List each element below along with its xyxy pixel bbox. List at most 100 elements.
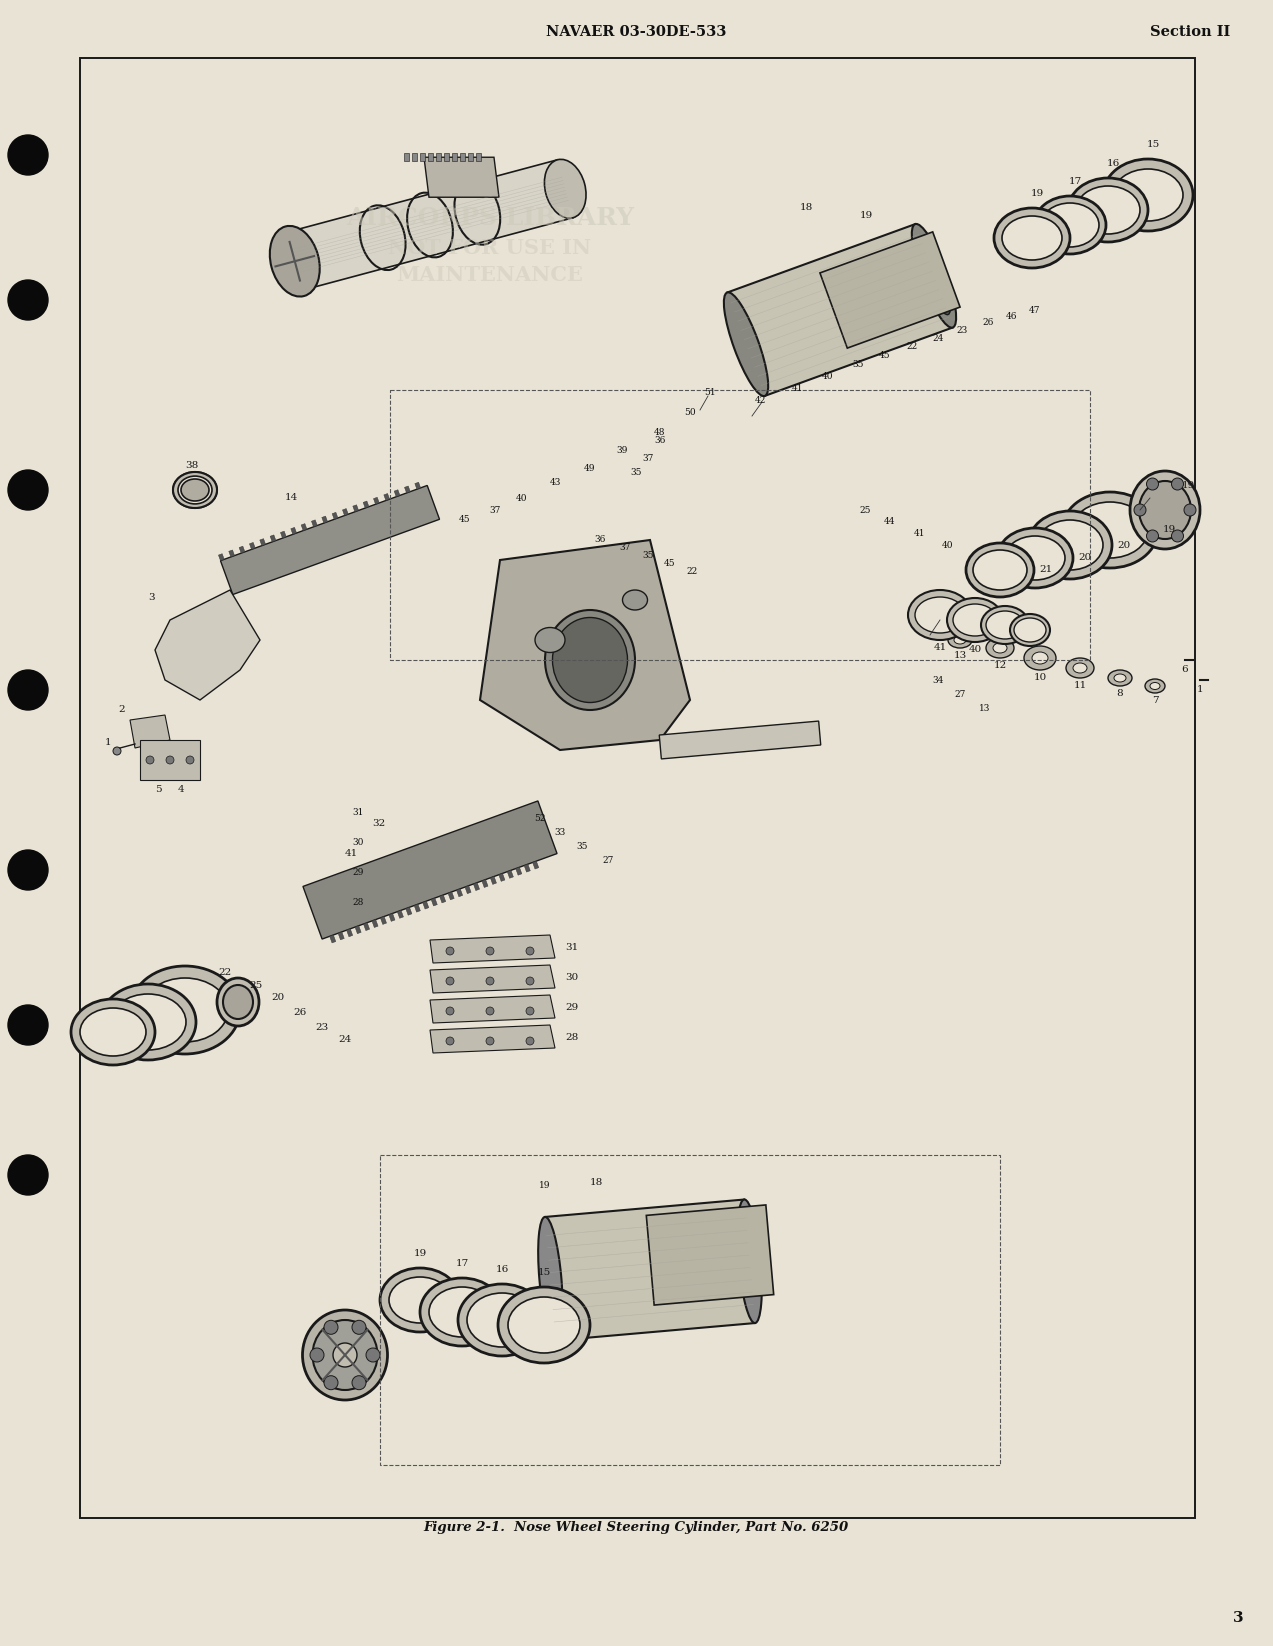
Text: 4: 4 [178, 785, 185, 793]
Text: 45: 45 [460, 515, 471, 525]
Polygon shape [332, 512, 337, 520]
Text: 13: 13 [979, 703, 990, 713]
Polygon shape [303, 802, 558, 940]
Polygon shape [353, 505, 359, 512]
Polygon shape [545, 1200, 755, 1340]
Ellipse shape [953, 635, 966, 644]
Polygon shape [342, 509, 349, 515]
Text: 10: 10 [1034, 673, 1046, 681]
Polygon shape [395, 491, 400, 497]
Polygon shape [280, 532, 286, 538]
Ellipse shape [1041, 202, 1099, 247]
Text: 7: 7 [1152, 696, 1158, 704]
Ellipse shape [1002, 216, 1062, 260]
Text: 27: 27 [955, 690, 966, 698]
Text: 26: 26 [983, 318, 994, 326]
Circle shape [526, 946, 533, 955]
Circle shape [446, 978, 454, 984]
Circle shape [8, 135, 48, 174]
Circle shape [446, 1037, 454, 1045]
Text: 28: 28 [353, 897, 364, 907]
Text: 15: 15 [537, 1267, 551, 1277]
Text: 1: 1 [1197, 685, 1203, 695]
Ellipse shape [109, 994, 186, 1050]
Text: 34: 34 [932, 675, 943, 685]
Text: 30: 30 [353, 838, 364, 846]
Ellipse shape [994, 207, 1071, 268]
Ellipse shape [915, 597, 965, 634]
Text: 19: 19 [540, 1180, 551, 1190]
Ellipse shape [178, 476, 213, 504]
Polygon shape [330, 935, 336, 943]
Circle shape [334, 1343, 356, 1366]
Ellipse shape [538, 1216, 563, 1340]
Polygon shape [448, 892, 454, 900]
Polygon shape [524, 864, 531, 872]
Polygon shape [219, 553, 224, 561]
Text: 41: 41 [933, 644, 947, 652]
Ellipse shape [724, 293, 768, 397]
Ellipse shape [545, 611, 635, 709]
Polygon shape [465, 886, 471, 894]
Polygon shape [430, 935, 555, 963]
Circle shape [526, 1037, 533, 1045]
Ellipse shape [997, 528, 1073, 588]
Ellipse shape [143, 978, 228, 1042]
Polygon shape [339, 932, 344, 940]
Polygon shape [220, 486, 439, 594]
Text: 20: 20 [271, 993, 285, 1002]
Text: 35: 35 [577, 841, 588, 851]
Text: 22: 22 [906, 341, 918, 351]
Polygon shape [468, 153, 474, 161]
Text: 46: 46 [1006, 311, 1017, 321]
Circle shape [446, 1007, 454, 1016]
Text: 16: 16 [495, 1266, 509, 1274]
Text: 41: 41 [792, 384, 803, 392]
Text: 35: 35 [630, 467, 642, 476]
Ellipse shape [918, 237, 951, 314]
Ellipse shape [270, 226, 320, 296]
Ellipse shape [1009, 614, 1050, 645]
Circle shape [165, 756, 174, 764]
Polygon shape [480, 540, 690, 751]
Polygon shape [260, 538, 266, 546]
Ellipse shape [467, 1294, 537, 1346]
Text: Section II: Section II [1150, 25, 1230, 40]
Ellipse shape [1015, 617, 1046, 642]
Ellipse shape [312, 1320, 378, 1389]
Circle shape [486, 1007, 494, 1016]
Ellipse shape [1150, 683, 1160, 690]
Polygon shape [405, 486, 410, 494]
Polygon shape [412, 153, 418, 161]
Text: 18: 18 [799, 202, 813, 212]
Text: 51: 51 [704, 387, 715, 397]
Ellipse shape [130, 966, 241, 1053]
Text: 22: 22 [219, 968, 232, 978]
Ellipse shape [981, 606, 1029, 644]
Ellipse shape [1034, 196, 1106, 253]
Circle shape [1134, 504, 1146, 515]
Text: 37: 37 [619, 543, 630, 553]
Polygon shape [647, 1205, 774, 1305]
Polygon shape [659, 721, 821, 759]
Ellipse shape [458, 1284, 546, 1356]
Circle shape [325, 1376, 339, 1389]
Ellipse shape [216, 978, 258, 1025]
Circle shape [186, 756, 193, 764]
Polygon shape [155, 589, 260, 700]
Polygon shape [290, 527, 297, 535]
Text: 36: 36 [594, 535, 606, 545]
Polygon shape [130, 714, 171, 747]
Polygon shape [532, 861, 538, 869]
Polygon shape [516, 867, 522, 876]
Polygon shape [437, 153, 442, 161]
Ellipse shape [1072, 502, 1148, 558]
Text: 40: 40 [822, 372, 834, 380]
Circle shape [1171, 477, 1184, 491]
Ellipse shape [1073, 663, 1087, 673]
Polygon shape [373, 497, 379, 504]
Ellipse shape [303, 1310, 387, 1401]
Ellipse shape [987, 639, 1015, 658]
Polygon shape [430, 994, 555, 1024]
Text: 35: 35 [852, 359, 864, 369]
